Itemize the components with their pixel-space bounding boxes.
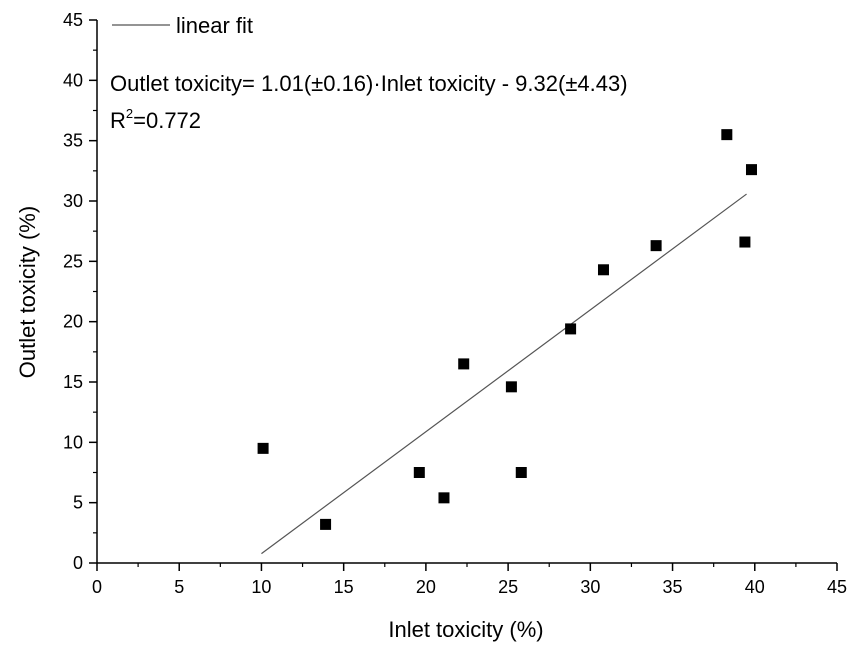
y-tick-label: 45 — [63, 10, 83, 30]
data-point — [413, 467, 425, 478]
x-tick-label: 30 — [580, 577, 600, 597]
x-tick-label: 35 — [663, 577, 683, 597]
y-tick-label: 30 — [63, 191, 83, 211]
y-tick-label: 25 — [63, 251, 83, 271]
y-tick-label: 20 — [63, 312, 83, 332]
y-tick-label: 35 — [63, 131, 83, 151]
x-tick-label: 20 — [416, 577, 436, 597]
y-tick-label: 15 — [63, 372, 83, 392]
x-tick-label: 40 — [745, 577, 765, 597]
y-tick-label: 10 — [63, 432, 83, 452]
legend-label: linear fit — [176, 13, 253, 38]
fit-equation: Outlet toxicity= 1.01(±0.16)·Inlet toxic… — [110, 71, 628, 96]
x-axis-title: Inlet toxicity (%) — [388, 617, 543, 642]
data-point — [257, 442, 269, 454]
data-point — [597, 264, 609, 276]
y-tick-label: 40 — [63, 70, 83, 90]
data-point — [505, 381, 517, 393]
data-point — [458, 358, 470, 370]
y-axis-title: Outlet toxicity (%) — [15, 206, 40, 378]
y-tick-label: 5 — [73, 493, 83, 513]
legend: linear fit — [112, 13, 253, 38]
x-tick-label: 15 — [334, 577, 354, 597]
data-point — [739, 236, 751, 248]
data-point — [650, 240, 662, 252]
data-point — [515, 467, 527, 478]
r-squared: R2=0.772 — [110, 106, 201, 133]
r-squared-symbol: R — [110, 108, 126, 133]
x-tick-label: 5 — [174, 577, 184, 597]
y-tick-label: 0 — [73, 553, 83, 573]
r-squared-superscript: 2 — [126, 106, 133, 121]
data-point — [438, 492, 450, 504]
data-point — [745, 164, 757, 176]
fit-line-group — [261, 193, 747, 555]
x-tick-label: 45 — [827, 577, 847, 597]
data-point — [320, 518, 332, 530]
x-tick-label: 0 — [92, 577, 102, 597]
linear-fit-line — [261, 193, 747, 555]
r-squared-value: =0.772 — [133, 108, 201, 133]
data-point — [565, 323, 577, 335]
x-tick-label: 10 — [251, 577, 271, 597]
x-tick-label: 25 — [498, 577, 518, 597]
data-point — [721, 129, 733, 141]
axis-ticks: 0 5 10 15 20 25 30 35 40 45 0 5 10 15 20 25 30 35 40 45 — [63, 10, 847, 597]
data-points — [257, 129, 757, 530]
axes — [96, 20, 837, 564]
